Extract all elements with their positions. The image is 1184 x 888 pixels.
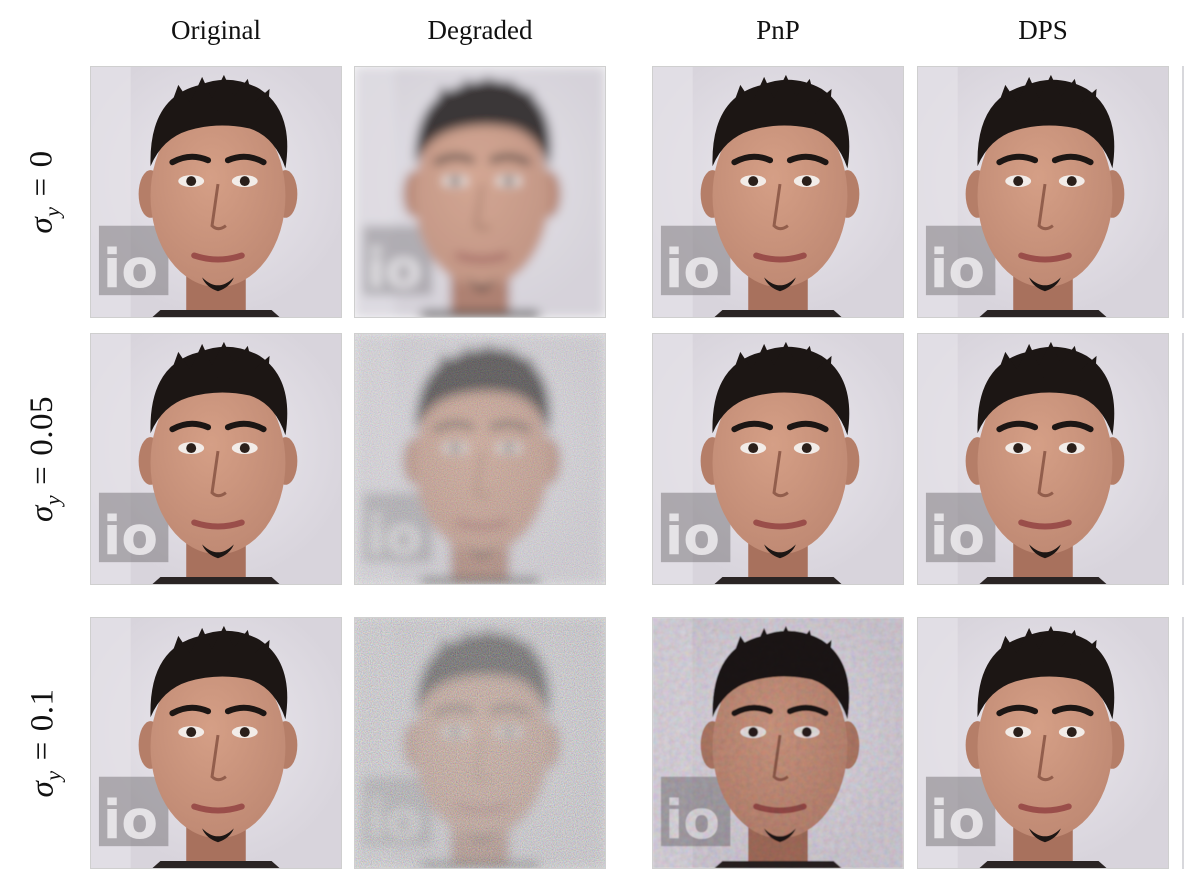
row-label-subscript: y — [40, 494, 66, 506]
svg-text:io: io — [930, 788, 985, 851]
face-photo-restored: io — [917, 333, 1169, 585]
row-label-sigma-0-05: σy = 0.05 — [0, 333, 90, 585]
svg-text:io: io — [103, 504, 158, 567]
row-label-subscript: y — [40, 770, 66, 781]
next-column-edge — [1182, 617, 1184, 869]
next-column-edge — [1182, 333, 1184, 585]
face-photo: io — [90, 66, 342, 318]
row-label-sigma-0: σy = 0 — [0, 66, 90, 318]
column-header-pnp: PnP — [756, 15, 800, 45]
face-photo: io — [90, 333, 342, 585]
row-label-symbol: σ — [23, 216, 60, 234]
face-photo-restored: io — [652, 66, 904, 318]
face-photo-blurred: io — [354, 66, 606, 318]
svg-text:io: io — [930, 237, 985, 300]
face-photo-restored-artifacts: io — [652, 617, 904, 869]
svg-text:io: io — [930, 504, 985, 567]
svg-text:io: io — [367, 237, 422, 300]
row-label-subscript: y — [39, 206, 65, 217]
row-label-value: 0.1 — [24, 688, 61, 732]
row-label-equals: = — [24, 741, 61, 761]
row-label-symbol: σ — [24, 505, 61, 522]
row-label-value: 0 — [23, 150, 60, 168]
face-photo-restored: io — [652, 333, 904, 585]
row-label-equals: = — [23, 177, 60, 197]
svg-text:io: io — [103, 237, 158, 300]
face-photo-restored: io — [917, 617, 1169, 869]
column-header-dps: DPS — [1018, 15, 1068, 45]
column-header-original: Original — [171, 15, 261, 45]
row-label-symbol: σ — [24, 780, 61, 798]
row-label-value: 0.05 — [24, 396, 61, 456]
face-photo: io — [90, 617, 342, 869]
svg-text:io: io — [103, 788, 158, 851]
svg-text:io: io — [665, 504, 720, 567]
row-label-equals: = — [24, 465, 61, 485]
row-label-sigma-0-1: σy = 0.1 — [0, 617, 90, 869]
face-photo-restored: io — [917, 66, 1169, 318]
face-photo-blurred-very-noisy: io — [354, 617, 606, 869]
column-header-degraded: Degraded — [427, 15, 533, 45]
next-column-edge — [1182, 66, 1184, 318]
svg-text:io: io — [665, 237, 720, 300]
face-photo-blurred-noisy: io — [354, 333, 606, 585]
